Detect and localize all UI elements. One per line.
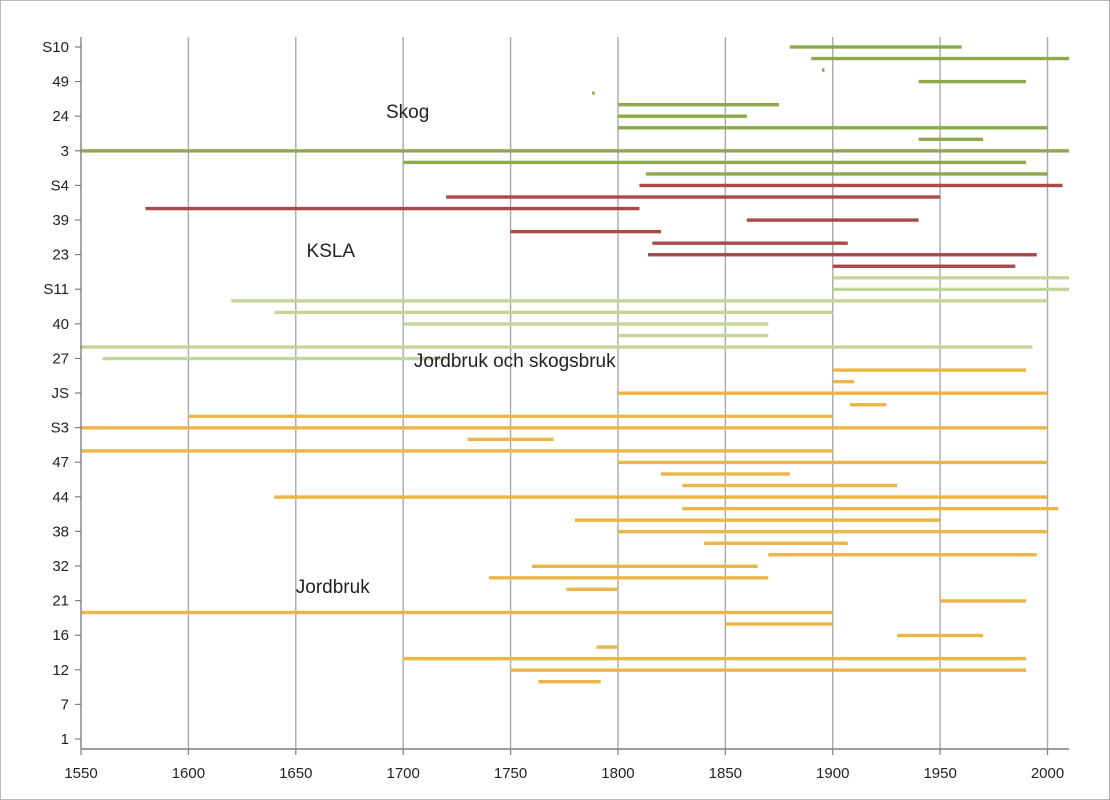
bar-ksla bbox=[446, 195, 941, 199]
y-tick-label: 38 bbox=[52, 523, 69, 540]
x-tick-label: 1800 bbox=[601, 765, 634, 782]
bar-jordbruk-skogsbruk bbox=[832, 287, 1069, 292]
bar-jordbruk bbox=[682, 506, 1059, 511]
bar-jordbruk-skogsbruk bbox=[832, 276, 1069, 280]
bar-jordbruk bbox=[532, 564, 758, 568]
bar-jordbruk bbox=[81, 610, 833, 615]
bar-ksla bbox=[652, 241, 848, 245]
y-tick-label: JS bbox=[51, 385, 69, 402]
bar-ksla bbox=[648, 253, 1037, 257]
bar-jordbruk bbox=[617, 391, 1048, 395]
annotation-ksla: KSLA bbox=[307, 241, 356, 262]
x-tick-label: 2000 bbox=[1031, 765, 1064, 782]
annotation-skog: Skog bbox=[386, 102, 429, 123]
y-tick-label: 40 bbox=[52, 316, 69, 333]
bar-skog bbox=[81, 149, 1069, 153]
bar-jordbruk-skogsbruk bbox=[81, 345, 1033, 349]
bar-jordbruk bbox=[832, 379, 855, 384]
bar-jordbruk bbox=[489, 576, 769, 580]
y-tick-label: S11 bbox=[43, 281, 69, 298]
x-tick-label: 1700 bbox=[386, 765, 419, 782]
x-tick-label: 1550 bbox=[64, 765, 97, 782]
y-tick-label: 27 bbox=[52, 350, 69, 367]
bar-jordbruk bbox=[725, 622, 833, 626]
y-tick-label: 7 bbox=[61, 696, 69, 713]
bar-jordbruk bbox=[682, 483, 898, 488]
bar-skog bbox=[918, 137, 984, 142]
bar-ksla bbox=[746, 218, 919, 222]
y-tick-label: 32 bbox=[52, 558, 69, 575]
bar-jordbruk bbox=[467, 437, 554, 442]
bar-skog bbox=[918, 79, 1027, 84]
bar-skog bbox=[822, 68, 825, 72]
x-tick-label: 1650 bbox=[279, 765, 312, 782]
bar-jordbruk bbox=[81, 449, 833, 453]
bar-jordbruk bbox=[274, 495, 1048, 499]
bar-jordbruk bbox=[768, 553, 1037, 557]
label-layer: Skog KSLA Jordbruk och skogsbruk Jordbruk bbox=[296, 102, 616, 598]
bar-skog bbox=[403, 160, 1027, 165]
x-tick-label: 1750 bbox=[494, 765, 527, 782]
bar-ksla bbox=[832, 264, 1016, 268]
bar-jordbruk bbox=[575, 518, 941, 522]
bar-skog bbox=[617, 126, 1048, 130]
y-tick-label: 3 bbox=[61, 143, 69, 160]
x-tick-label: 1900 bbox=[816, 765, 849, 782]
y-tick-label: S4 bbox=[51, 177, 69, 194]
bar-skog bbox=[617, 103, 780, 107]
bar-skog bbox=[617, 114, 747, 118]
bar-skog bbox=[811, 56, 1069, 61]
bar-jordbruk bbox=[188, 414, 833, 418]
y-tick-label: 12 bbox=[52, 662, 69, 679]
bar-jordbruk bbox=[897, 633, 984, 638]
bar-layer bbox=[81, 45, 1069, 684]
y-tick-label: 23 bbox=[52, 247, 69, 264]
bar-jordbruk bbox=[566, 587, 618, 592]
bar-jordbruk bbox=[510, 668, 1027, 672]
bar-jordbruk bbox=[596, 645, 618, 649]
y-tick-label: S3 bbox=[51, 420, 69, 437]
bar-jordbruk bbox=[660, 472, 790, 476]
bar-jordbruk-skogsbruk bbox=[102, 356, 447, 361]
bar-jordbruk bbox=[703, 541, 848, 545]
bar-ksla bbox=[145, 206, 640, 211]
bar-jordbruk bbox=[538, 680, 601, 684]
bar-jordbruk-skogsbruk bbox=[274, 310, 833, 315]
bar-jordbruk-skogsbruk bbox=[231, 299, 1048, 303]
bar-skog bbox=[789, 45, 962, 49]
y-tick-label: 47 bbox=[52, 454, 69, 471]
y-tick-label: 39 bbox=[52, 212, 69, 229]
annotation-jordbruk-skogsbruk: Jordbruk och skogsbruk bbox=[414, 351, 616, 372]
y-tick-label: 1 bbox=[61, 731, 69, 748]
bar-jordbruk bbox=[849, 403, 887, 407]
x-tick-label: 1600 bbox=[172, 765, 205, 782]
x-tick-label: 1950 bbox=[923, 765, 956, 782]
y-tick-label: 24 bbox=[52, 108, 69, 125]
bar-jordbruk bbox=[81, 426, 1048, 430]
bar-jordbruk bbox=[832, 368, 1027, 372]
bar-jordbruk bbox=[617, 460, 1048, 465]
bar-jordbruk-skogsbruk bbox=[617, 333, 769, 338]
axis-layer: 1550 1600 1650 1700 1750 1800 1850 1900 1950 2000… bbox=[42, 37, 1069, 782]
bar-skog bbox=[645, 172, 1048, 176]
bar-jordbruk-skogsbruk bbox=[403, 322, 769, 326]
x-tick-label: 1850 bbox=[709, 765, 742, 782]
annotation-jordbruk: Jordbruk bbox=[296, 577, 370, 598]
bar-jordbruk bbox=[940, 599, 1027, 603]
bar-ksla bbox=[639, 183, 1063, 188]
y-tick-label: 44 bbox=[52, 489, 69, 506]
bar-skog bbox=[592, 91, 595, 95]
bar-jordbruk bbox=[617, 529, 1048, 534]
y-tick-label: 16 bbox=[52, 627, 69, 644]
bar-jordbruk bbox=[403, 656, 1027, 661]
y-tick-label: 21 bbox=[52, 593, 69, 610]
y-tick-label: S10 bbox=[42, 39, 69, 56]
y-tick-label: 49 bbox=[52, 74, 69, 91]
bar-ksla bbox=[510, 229, 661, 234]
